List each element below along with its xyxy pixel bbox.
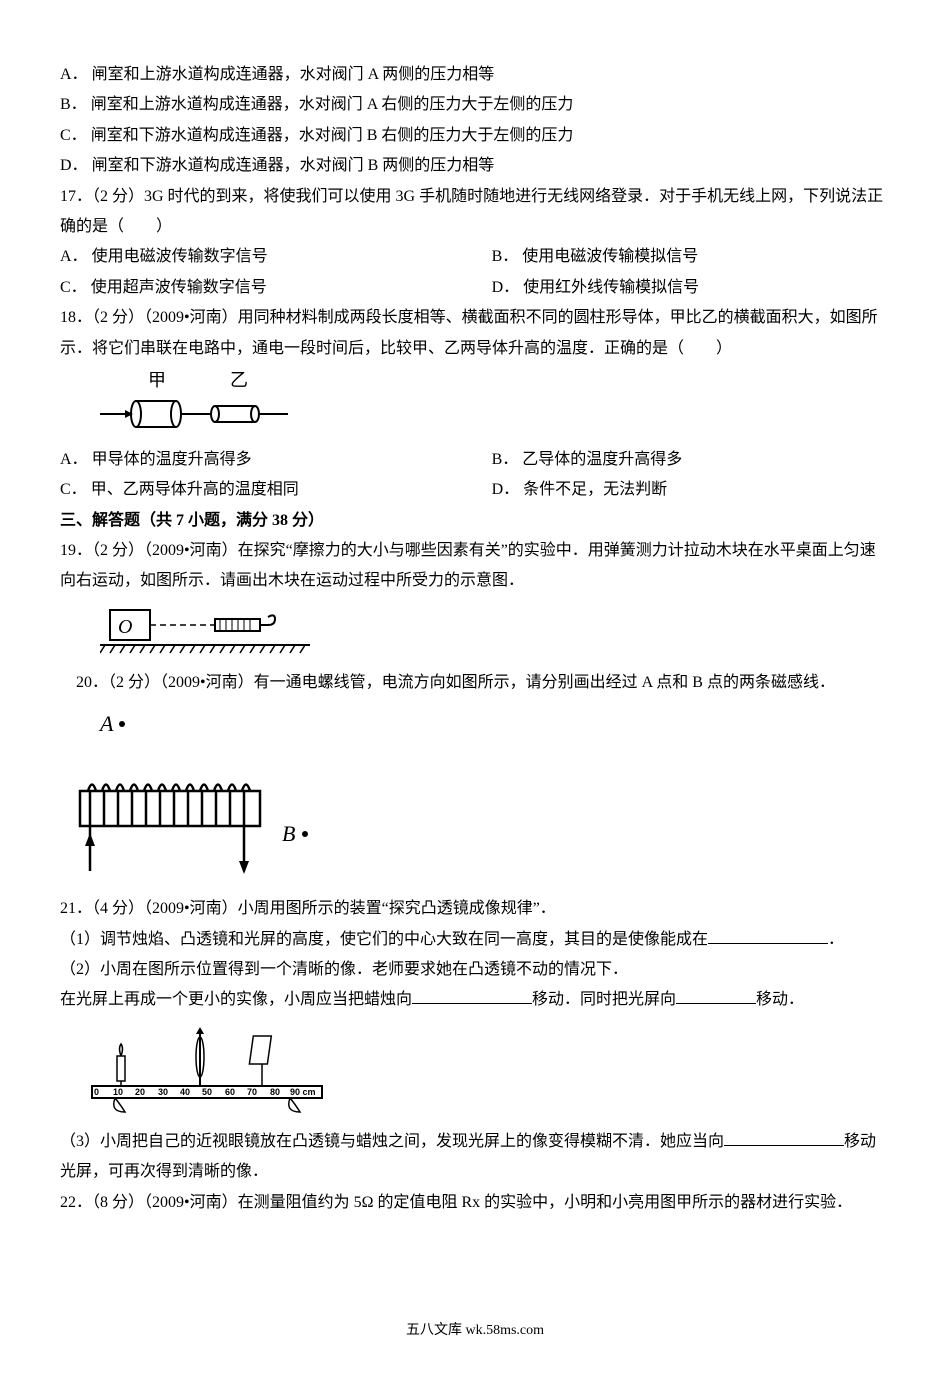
opt-prefix: C． [60, 127, 87, 144]
opt-prefix: C． [60, 279, 87, 296]
q17-stem: 17．（2 分）3G 时代的到来，将使我们可以使用 3G 手机随时随地进行无线网… [60, 182, 890, 243]
label-yi: 乙 [230, 372, 248, 390]
opt-prefix: A． [60, 248, 88, 265]
q18-figure: 甲 乙 [100, 372, 890, 437]
q21-stem: 21．（4 分）（2009•河南）小周用图所示的装置“探究凸透镜成像规律”． [60, 894, 890, 924]
q17-option-a: A． 使用电磁波传输数字信号 [60, 242, 492, 272]
q21-part1: （1）调节烛焰、凸透镜和光屏的高度，使它们的中心大致在同一高度，其目的是使像能成… [60, 925, 890, 955]
q21-part3: （3）小周把自己的近视眼镜放在凸透镜与蜡烛之间，发现光屏上的像变得模糊不清．她应… [60, 1127, 890, 1188]
tick: 20 [135, 1087, 145, 1097]
block-label: O [118, 616, 132, 638]
tick: 70 [247, 1087, 257, 1097]
opt-text: 甲导体的温度升高得多 [92, 451, 252, 468]
q16-option-a: A． 闸室和上游水道构成连通器，水对阀门 A 两侧的压力相等 [60, 60, 890, 90]
tick: 60 [225, 1087, 235, 1097]
opt-prefix: A． [60, 66, 88, 83]
q19-stem: 19．（2 分）（2009•河南）在探究“摩擦力的大小与哪些因素有关”的实验中．… [60, 536, 890, 597]
q21-figure: 0 10 20 30 40 50 60 70 80 90 cm [90, 1024, 890, 1119]
q16-option-b: B． 闸室和上游水道构成连通器，水对阀门 A 右侧的压力大于左侧的压力 [60, 90, 890, 120]
q21-part1-end: ． [828, 931, 844, 948]
opt-prefix: B． [60, 96, 87, 113]
page-footer: 五八文库 wk.58ms.com [60, 1318, 890, 1345]
opt-text: 使用电磁波传输数字信号 [92, 248, 268, 265]
q21-part3-a: （3）小周把自己的近视眼镜放在凸透镜与蜡烛之间，发现光屏上的像变得模糊不清．她应… [60, 1133, 724, 1150]
q21-part2b-a: 在光屏上再成一个更小的实像，小周应当把蜡烛向 [60, 991, 412, 1008]
tick: 80 [270, 1087, 280, 1097]
opt-prefix: C． [60, 481, 87, 498]
opt-prefix: B． [492, 248, 519, 265]
q16-option-d: D． 闸室和下游水道构成连通器，水对阀门 B 两侧的压力相等 [60, 151, 890, 181]
q21-part2b-c: 移动． [756, 991, 804, 1008]
opt-text: 闸室和上游水道构成连通器，水对阀门 A 右侧的压力大于左侧的压力 [91, 96, 574, 113]
pointA-label: A [98, 711, 114, 736]
opt-text: 使用超声波传输数字信号 [91, 279, 267, 296]
tick: 10 [113, 1087, 123, 1097]
q19-figure: O [100, 605, 890, 660]
opt-prefix: B． [492, 451, 519, 468]
q18-option-c: C． 甲、乙两导体升高的温度相同 [60, 475, 492, 505]
opt-prefix: D． [492, 279, 520, 296]
tick: 50 [202, 1087, 212, 1097]
opt-text: 使用红外线传输模拟信号 [523, 279, 699, 296]
pointB-label: B [282, 821, 295, 846]
q20-figure: A [60, 706, 890, 886]
blank-fill[interactable] [708, 928, 828, 944]
q18-option-d: D． 条件不足，无法判断 [492, 475, 890, 505]
opt-text: 闸室和下游水道构成连通器，水对阀门 B 两侧的压力相等 [92, 157, 495, 174]
opt-prefix: D． [60, 157, 88, 174]
tick: 30 [158, 1087, 168, 1097]
opt-text: 使用电磁波传输模拟信号 [522, 248, 698, 265]
section3-title: 三、解答题（共 7 小题，满分 38 分） [60, 506, 890, 536]
q21-part1-text: （1）调节烛焰、凸透镜和光屏的高度，使它们的中心大致在同一高度，其目的是使像能成… [60, 931, 708, 948]
blank-fill[interactable] [676, 988, 756, 1004]
opt-text: 条件不足，无法判断 [523, 481, 667, 498]
blank-fill[interactable] [724, 1130, 844, 1146]
tick: 0 [94, 1087, 99, 1097]
q21-part2: （2）小周在图所示位置得到一个清晰的像．老师要求她在凸透镜不动的情况下． [60, 955, 890, 985]
blank-fill[interactable] [412, 988, 532, 1004]
label-jia: 甲 [148, 372, 166, 390]
q22-stem: 22．（8 分）（2009•河南）在测量阻值约为 5Ω 的定值电阻 Rx 的实验… [60, 1188, 890, 1218]
q18-option-b: B． 乙导体的温度升高得多 [492, 445, 890, 475]
opt-text: 乙导体的温度升高得多 [522, 451, 682, 468]
opt-prefix: D． [492, 481, 520, 498]
q20-stem: 20．（2 分）（2009•河南）有一通电螺线管，电流方向如图所示，请分别画出经… [60, 668, 890, 698]
q21-part2b: 在光屏上再成一个更小的实像，小周应当把蜡烛向 移动．同时把光屏向 移动． [60, 985, 890, 1015]
tick: 40 [180, 1087, 190, 1097]
opt-text: 甲、乙两导体升高的温度相同 [91, 481, 299, 498]
q16-option-c: C． 闸室和下游水道构成连通器，水对阀门 B 右侧的压力大于左侧的压力 [60, 121, 890, 151]
q17-option-b: B． 使用电磁波传输模拟信号 [492, 242, 890, 272]
q18-option-a: A． 甲导体的温度升高得多 [60, 445, 492, 475]
q17-option-c: C． 使用超声波传输数字信号 [60, 273, 492, 303]
q21-part2b-b: 移动．同时把光屏向 [532, 991, 676, 1008]
q17-option-d: D． 使用红外线传输模拟信号 [492, 273, 890, 303]
opt-text: 闸室和上游水道构成连通器，水对阀门 A 两侧的压力相等 [92, 66, 495, 83]
tick: 90 cm [290, 1087, 316, 1097]
opt-text: 闸室和下游水道构成连通器，水对阀门 B 右侧的压力大于左侧的压力 [91, 127, 574, 144]
q18-stem: 18．（2 分）（2009•河南）用同种材料制成两段长度相等、横截面积不同的圆柱… [60, 303, 890, 364]
opt-prefix: A． [60, 451, 88, 468]
